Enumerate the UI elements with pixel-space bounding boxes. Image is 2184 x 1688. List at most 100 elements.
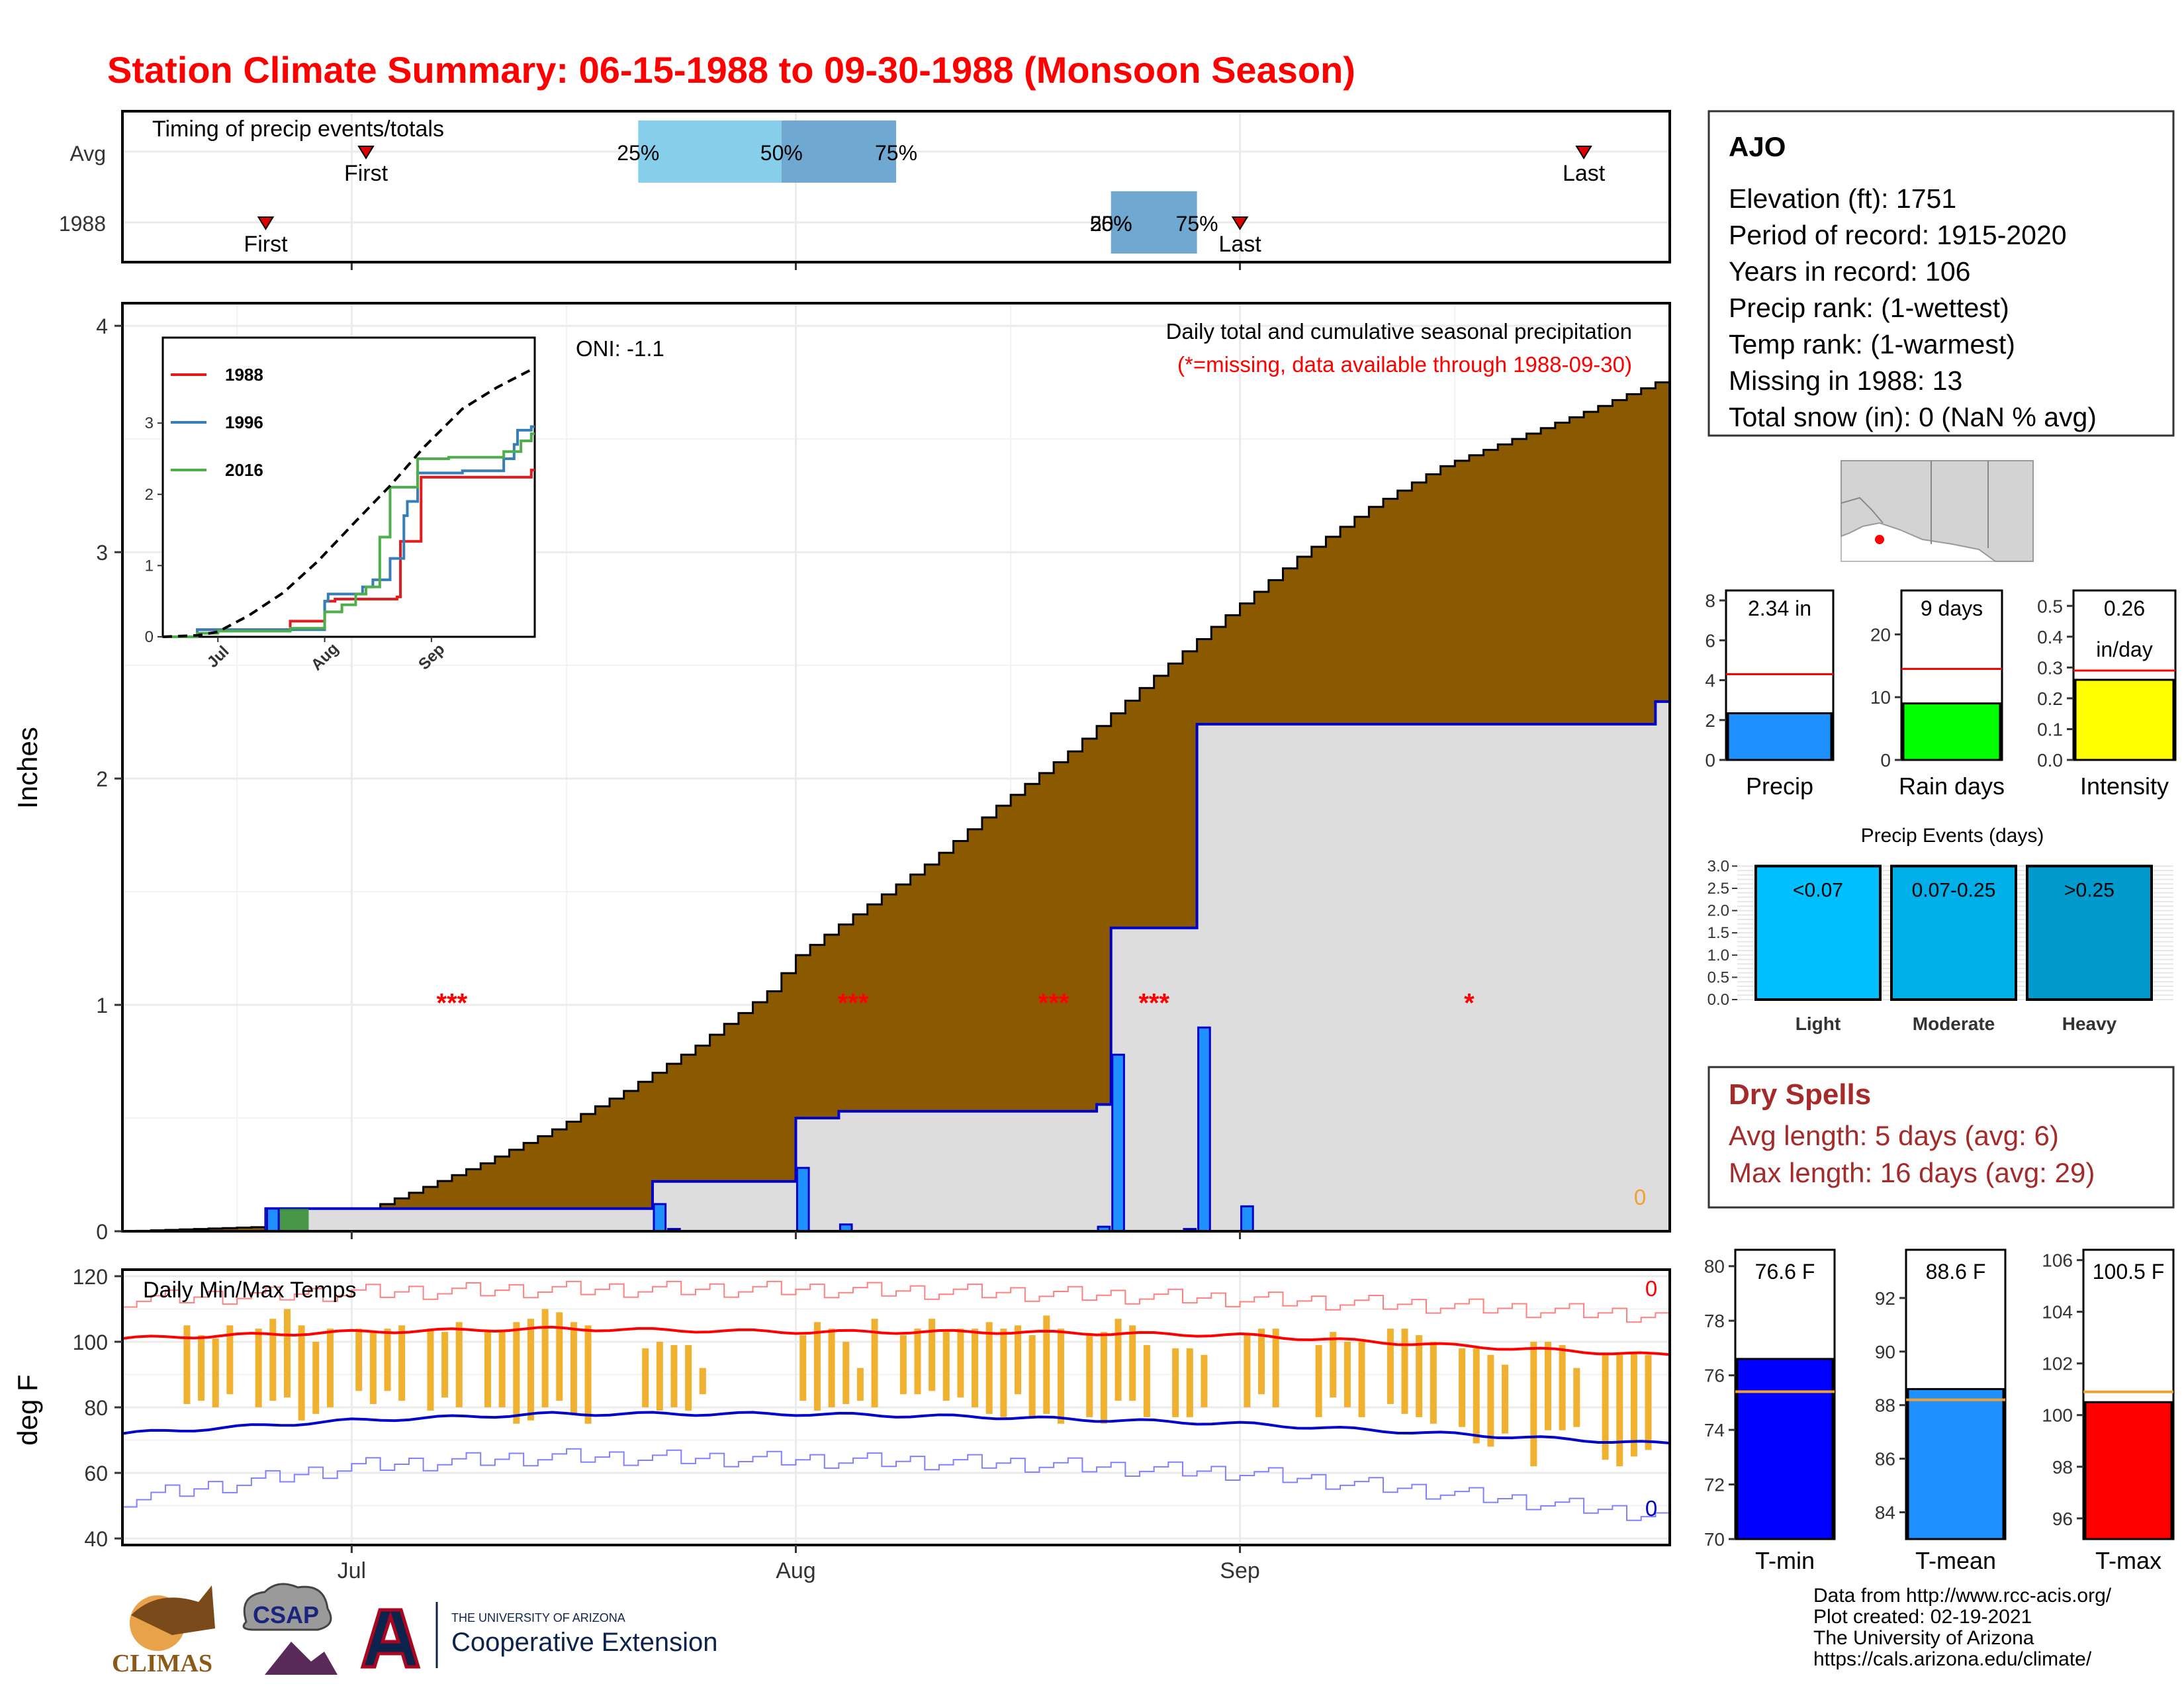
- daily-temp-range-bar: [312, 1341, 320, 1414]
- timing-row-year: 1988: [59, 212, 106, 236]
- year-cumulative-line: [122, 700, 1670, 1233]
- station-missing: Missing in 1988: 13: [1729, 365, 1962, 396]
- temp-y-tick-label: 60: [84, 1462, 108, 1485]
- record-max-line: [122, 1280, 1670, 1323]
- timing-label-p50: 50%: [760, 141, 803, 165]
- daily-temp-range-bar: [1530, 1341, 1537, 1467]
- temp-chart-tick-label: 76: [1704, 1366, 1725, 1386]
- daily-temp-range-bar: [1258, 1329, 1265, 1395]
- daily-temp-range-bar: [1487, 1354, 1494, 1447]
- daily-temp-range-bar: [1057, 1329, 1064, 1424]
- climas-logo: CLIMAS: [112, 1585, 215, 1677]
- dry-spells-title: Dry Spells: [1729, 1078, 1871, 1111]
- events-tick-label: 1.0: [1707, 947, 1729, 964]
- temp-axes: 40 60 80 100 120 Jul Aug Sep: [73, 1265, 1260, 1583]
- temp-chart-tick-label: 90: [1875, 1342, 1895, 1362]
- daily-temp-range-bar: [513, 1322, 520, 1424]
- daily-temp-range-bar: [427, 1329, 434, 1411]
- mini-chart-tick-label: 0.0: [2037, 750, 2063, 771]
- inset-frame: [161, 336, 536, 638]
- daily-temp-range-bar: [642, 1348, 649, 1407]
- temp-chart-tick-label: 100: [2042, 1405, 2073, 1426]
- daily-temp-range-bar: [269, 1319, 277, 1401]
- csap-logo: CSAP: [242, 1583, 338, 1675]
- events-tick-label: 0.0: [1707, 991, 1729, 1009]
- mini-chart-tick-label: 4: [1705, 671, 1715, 691]
- temp-chart-bar: [1736, 1358, 1834, 1540]
- mini-chart-tick-label: 0.1: [2037, 719, 2063, 739]
- daily-temp-range-bar: [656, 1341, 663, 1411]
- mini-chart-intensity: 0.0 0.1 0.2 0.3 0.4 0.5 0.26 in/day Intensity: [2037, 589, 2177, 800]
- inset-average-line: [162, 368, 532, 638]
- inset-y-tick-label: 3: [145, 414, 154, 432]
- mini-chart-tick-label: 20: [1870, 624, 1891, 645]
- temp-bar-charts: 70 72 74 76 78 80 76.6 F T-min 84 86 88 90 92 88.6 F T…: [1704, 1248, 2175, 1574]
- precip-annotation-missing: (*=missing, data available through 1988-…: [1177, 352, 1632, 377]
- inset-y-tick-label: 0: [145, 628, 154, 646]
- temp-x-tick-label: Aug: [776, 1558, 816, 1583]
- mini-chart-tick-label: 8: [1705, 590, 1715, 611]
- daily-temp-range-bar: [828, 1329, 835, 1407]
- events-bar-range: >0.25: [2064, 879, 2115, 901]
- events-tick-label: 3.0: [1707, 857, 1729, 875]
- daily-temp-range-bar: [1343, 1341, 1351, 1407]
- precip-zero-label: 0: [1634, 1185, 1646, 1209]
- events-bar-label: Light: [1796, 1013, 1841, 1034]
- timing-box-upper: [781, 120, 896, 183]
- daily-temp-range-bar: [1015, 1325, 1022, 1395]
- year-cumulative-area: [122, 701, 1670, 1231]
- temp-chart-tick-label: 78: [1704, 1311, 1725, 1331]
- csap-mountains: [265, 1642, 338, 1675]
- dry-spells: Dry Spells Avg length: 5 days (avg: 6) M…: [1707, 1066, 2175, 1209]
- daily-temp-range-bar: [1330, 1332, 1337, 1398]
- mini-chart-bar: [1727, 712, 1833, 761]
- station-location-dot: [1875, 535, 1884, 544]
- precip-y-tick-label: 0: [96, 1220, 108, 1244]
- precip-y-tick-label: 3: [96, 541, 108, 565]
- timing-label-p75: 75%: [1176, 212, 1218, 236]
- temp-chart-value: 100.5 F: [2093, 1260, 2165, 1284]
- daily-temp-range-bar: [856, 1368, 864, 1401]
- dry-spells-frame: [1707, 1066, 2175, 1209]
- mini-chart-tick-label: 0.2: [2037, 688, 2063, 709]
- temp-chart-label: T-max: [2095, 1547, 2161, 1574]
- daily-temp-range-bar: [1459, 1348, 1466, 1427]
- daily-temp-range-bar: [455, 1322, 463, 1407]
- daily-temp-range-bar: [1028, 1335, 1036, 1417]
- missing-marker: ***: [838, 988, 869, 1017]
- mini-chart-label: Precip: [1746, 773, 1813, 800]
- timing-marker-last: [1575, 146, 1592, 160]
- daily-temp-range-bar: [498, 1332, 506, 1407]
- temp-chart-tick-label: 92: [1875, 1288, 1895, 1309]
- events-bar-label: Heavy: [2062, 1013, 2117, 1034]
- record-min-line: [122, 1448, 1670, 1521]
- average-min-line: [122, 1411, 1670, 1445]
- station-temp-rank: Temp rank: (1-warmest): [1729, 329, 2015, 359]
- temp-chart-bar: [2084, 1401, 2173, 1540]
- station-info: AJO Elevation (ft): 1751 Period of recor…: [1707, 110, 2175, 437]
- events-bar-range: <0.07: [1793, 879, 1843, 901]
- daily-temp-range-bar: [1387, 1329, 1394, 1405]
- mini-chart-tick-label: 6: [1705, 630, 1715, 651]
- precip-y-label: Inches: [12, 727, 43, 809]
- mini-bar-charts: 0 2 4 6 8 2.34 in Precip 0 10 20 9 days Rain days 0.…: [1705, 589, 2177, 800]
- timing-marker-first: [257, 216, 275, 230]
- events-tick-label: 1.5: [1707, 924, 1729, 942]
- precip-events-title: Precip Events (days): [1861, 825, 2044, 847]
- daily-temp-range-bar: [1086, 1335, 1093, 1417]
- daily-temp-range-bar: [929, 1319, 936, 1391]
- footer-plot-created: Plot created: 02-19-2021: [1813, 1606, 2032, 1628]
- timing-row-avg: Avg: [69, 142, 106, 165]
- daily-temp-range-bar: [1401, 1329, 1408, 1414]
- daily-temp-range-bar: [1616, 1354, 1623, 1467]
- timing-label-p25: 25%: [617, 141, 659, 165]
- csap-cloud: [242, 1583, 332, 1631]
- temp-chart-label: T-min: [1755, 1547, 1815, 1574]
- daily-temp-range-bar: [541, 1309, 549, 1407]
- events-tick-label: 0.5: [1707, 968, 1729, 986]
- daily-temp-range-bar: [1115, 1319, 1122, 1401]
- inset-y-tick-label: 2: [145, 486, 154, 504]
- daily-temp-range-bar: [1000, 1329, 1007, 1417]
- temp-chart-tick-label: 102: [2042, 1354, 2073, 1374]
- daily-precip-bar: [265, 1207, 280, 1233]
